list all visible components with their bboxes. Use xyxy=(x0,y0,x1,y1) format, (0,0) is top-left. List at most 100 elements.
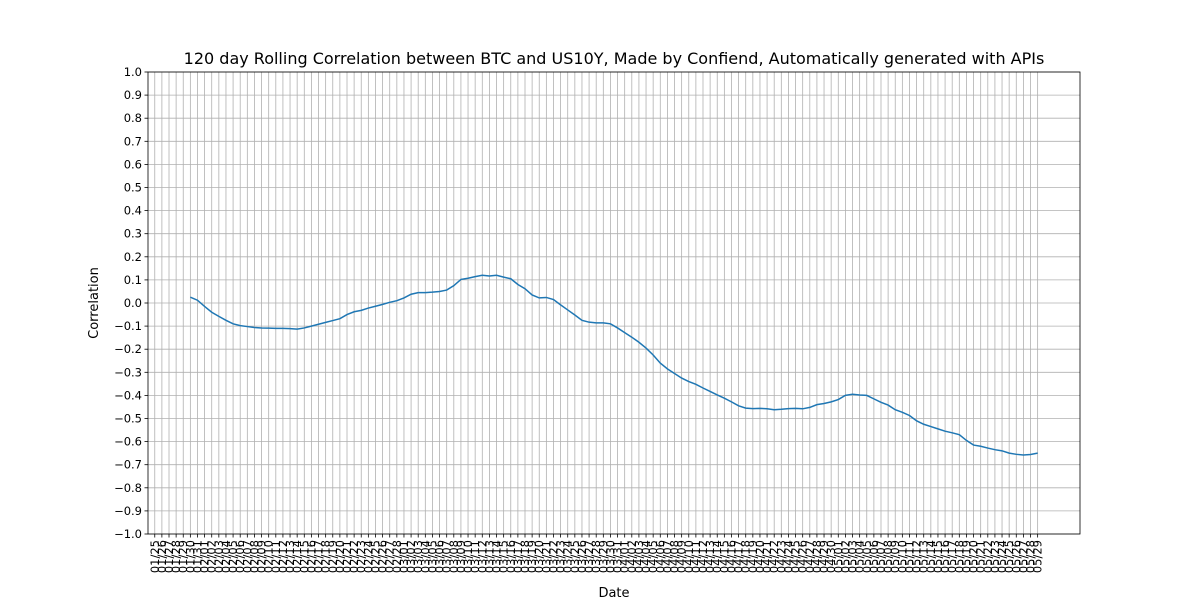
x-tick-label: 03/26 xyxy=(575,540,589,573)
x-tick-label: 03/25 xyxy=(568,540,582,573)
x-tick-label: 02/17 xyxy=(312,540,326,573)
x-tick-label: 05/23 xyxy=(988,540,1002,573)
y-tick-label: 0.8 xyxy=(124,111,142,125)
x-tick-label: 03/27 xyxy=(582,540,596,573)
x-tick-label: 03/17 xyxy=(511,540,525,573)
x-tick-label: 04/26 xyxy=(796,540,810,573)
x-tick-label: 04/25 xyxy=(789,540,803,573)
y-tick-label: −0.3 xyxy=(114,365,142,379)
x-tick-label: 01/27 xyxy=(162,540,176,573)
x-tick-label: 04/16 xyxy=(724,540,738,573)
y-tick-label: −0.1 xyxy=(114,319,142,333)
x-tick-label: 03/30 xyxy=(603,540,617,573)
x-tick-label: 02/22 xyxy=(347,540,361,573)
x-tick-label: 05/22 xyxy=(981,540,995,573)
x-tick-label: 05/08 xyxy=(881,540,895,573)
y-tick-label: 0.4 xyxy=(124,204,142,218)
x-tick-label: 05/17 xyxy=(945,540,959,573)
x-tick-label: 05/01 xyxy=(831,540,845,573)
x-tick-label: 03/06 xyxy=(433,540,447,573)
x-tick-label: 04/28 xyxy=(810,540,824,573)
x-tick-label: 04/06 xyxy=(653,540,667,573)
x-tick-label: 04/30 xyxy=(824,540,838,573)
x-tick-label: 05/24 xyxy=(995,540,1009,573)
x-tick-label: 03/29 xyxy=(596,540,610,573)
x-tick-label: 04/27 xyxy=(803,540,817,573)
y-tick-label: 0.2 xyxy=(124,250,142,264)
x-tick-label: 02/13 xyxy=(283,540,297,573)
x-tick-label: 04/03 xyxy=(632,540,646,573)
x-tick-label: 04/05 xyxy=(646,540,660,573)
x-tick-label: 03/13 xyxy=(482,540,496,573)
x-tick-label: 04/19 xyxy=(746,540,760,573)
x-tick-label: 03/02 xyxy=(404,540,418,573)
x-tick-label: 03/07 xyxy=(440,540,454,573)
x-tick-label: 02/06 xyxy=(233,540,247,573)
x-tick-label: 03/08 xyxy=(447,540,461,573)
x-tick-label: 02/01 xyxy=(198,540,212,573)
x-tick-label: 02/24 xyxy=(361,540,375,573)
x-tick-label: 05/20 xyxy=(967,540,981,573)
y-tick-label: 1.0 xyxy=(124,65,142,79)
x-tick-label: 04/09 xyxy=(675,540,689,573)
x-tick-label: 04/18 xyxy=(739,540,753,573)
y-tick-label: −0.5 xyxy=(114,412,142,426)
x-tick-label: 01/26 xyxy=(155,540,169,573)
x-tick-label: 03/04 xyxy=(418,540,432,573)
plot-frame xyxy=(147,71,1081,535)
x-tick-label: 02/02 xyxy=(205,540,219,573)
x-tick-label: 03/28 xyxy=(589,540,603,573)
x-tick-label: 05/10 xyxy=(895,540,909,573)
y-tick-label: −0.2 xyxy=(114,342,142,356)
x-tick-label: 05/03 xyxy=(846,540,860,573)
x-tick-label: 04/24 xyxy=(781,540,795,573)
x-tick-label: 02/10 xyxy=(262,540,276,573)
x-tick-label: 03/24 xyxy=(561,540,575,573)
y-axis-label: Correlation xyxy=(87,267,102,339)
x-tick-label: 02/26 xyxy=(376,540,390,573)
y-tick-label: −0.4 xyxy=(114,388,142,402)
x-tick-label: 04/12 xyxy=(696,540,710,573)
y-tick-label: 0.9 xyxy=(124,88,142,102)
y-tick-label: 0.1 xyxy=(124,273,142,287)
x-tick-label: 03/10 xyxy=(461,540,475,573)
x-tick-label: 02/23 xyxy=(354,540,368,573)
x-tick-label: 05/26 xyxy=(1009,540,1023,573)
x-tick-label: 03/20 xyxy=(532,540,546,573)
y-tick-label: −0.9 xyxy=(114,504,142,518)
x-tick-label: 04/29 xyxy=(817,540,831,573)
x-tick-label: 02/19 xyxy=(326,540,340,573)
x-tick-label: 05/11 xyxy=(902,540,916,573)
x-tick-label: 05/09 xyxy=(888,540,902,573)
x-axis-label: Date xyxy=(598,586,629,600)
x-tick-label: 03/11 xyxy=(468,540,482,573)
x-tick-label: 03/21 xyxy=(539,540,553,573)
y-tick-label: −0.6 xyxy=(114,435,142,449)
x-tick-label: 02/20 xyxy=(333,540,347,573)
x-tick-label: 02/16 xyxy=(304,540,318,573)
x-tick-label: 01/30 xyxy=(183,540,197,573)
x-tick-label: 02/27 xyxy=(383,540,397,573)
x-tick-label: 02/03 xyxy=(212,540,226,573)
x-tick-label: 04/22 xyxy=(767,540,781,573)
x-tick-label: 05/28 xyxy=(1024,540,1038,573)
x-tick-label: 01/28 xyxy=(169,540,183,573)
x-tick-label: 05/15 xyxy=(931,540,945,573)
x-tick-label: 05/04 xyxy=(853,540,867,573)
x-tick-label: 02/12 xyxy=(276,540,290,573)
x-tick-label: 05/14 xyxy=(924,540,938,573)
x-tick-label: 02/14 xyxy=(290,540,304,573)
x-tick-label: 04/23 xyxy=(774,540,788,573)
x-tick-label: 02/18 xyxy=(319,540,333,573)
x-tick-label: 02/09 xyxy=(255,540,269,573)
x-tick-label: 03/18 xyxy=(518,540,532,573)
x-tick-label: 05/12 xyxy=(910,540,924,573)
x-tick-label: 05/13 xyxy=(917,540,931,573)
x-tick-label: 05/25 xyxy=(1002,540,1016,573)
x-tick-label: 05/19 xyxy=(959,540,973,573)
x-tick-label: 01/29 xyxy=(176,540,190,573)
x-tick-label: 03/22 xyxy=(546,540,560,573)
x-tick-label: 02/25 xyxy=(368,540,382,573)
